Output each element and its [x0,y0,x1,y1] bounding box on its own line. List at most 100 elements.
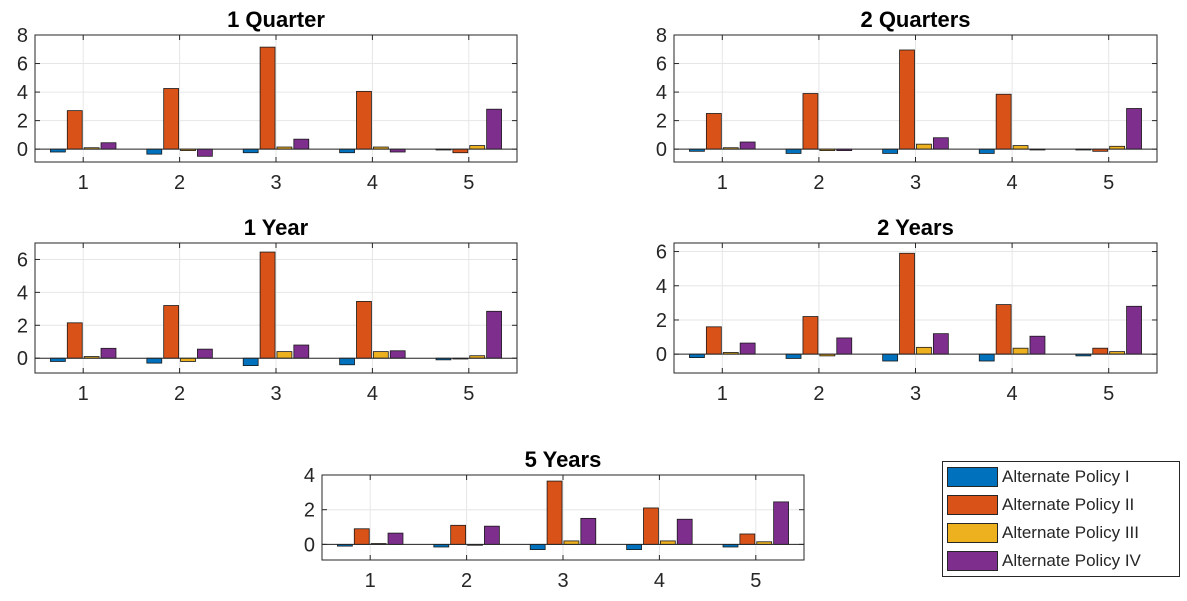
legend-label: Alternate Policy I [1002,467,1130,486]
x-tick-label: 4 [1007,172,1018,194]
bar-s4-c3 [293,344,310,359]
chart-panel-2: 0 2 4 6 8 1 2 3 4 5 2 Quarters [656,7,1158,194]
bar-s4-c2 [197,148,213,157]
legend-item-policy-3: Alternate Policy III [947,521,1139,545]
legend-swatch [947,523,998,543]
bar-s2-c1 [353,528,370,545]
bar-s2-c5 [452,148,469,154]
x-tick-label: 5 [1103,172,1114,194]
bar-s4-c3 [932,333,949,355]
bar-s1-c3 [529,543,546,550]
x-tick-label: 2 [461,570,472,592]
bar-s2-c4 [356,301,372,359]
bar-s4-c5 [1126,108,1142,150]
y-tick-label: 6 [656,242,667,264]
bar-s2-c5 [1092,347,1109,355]
y-tick-label: 4 [656,276,667,298]
bar-s4-c4 [676,518,693,545]
bar-s3-c4 [372,351,389,359]
bar-s1-c2 [146,357,163,364]
y-tick-label: 6 [656,54,667,76]
bar-s1-c4 [978,148,995,154]
legend-label: Alternate Policy III [1002,523,1140,542]
bar-s4-c5 [1126,305,1142,355]
y-tick-label: 2 [17,315,28,337]
x-tick-label: 3 [910,172,921,194]
legend-swatch [947,467,998,487]
bar-s1-c2 [785,353,802,359]
bar-s2-c3 [899,252,915,355]
bar-s2-c3 [259,251,276,359]
y-tick-label: 6 [17,54,28,76]
bar-s2-c2 [163,88,180,150]
x-tick-label: 2 [174,172,185,194]
chart-title: 2 Quarters [860,7,970,32]
y-tick-label: 6 [17,249,28,271]
bar-s2-c2 [802,93,819,150]
x-tick-label: 5 [463,383,474,405]
bar-s3-c3 [563,540,580,545]
bar-s4-c1 [739,141,756,150]
bar-s2-c3 [546,480,563,545]
x-tick-label: 1 [78,383,89,405]
y-tick-label: 4 [304,465,315,487]
bar-s1-c3 [242,148,259,154]
x-tick-label: 4 [1007,383,1018,405]
x-tick-label: 3 [910,383,921,405]
bar-s2-c3 [259,46,276,150]
bar-s3-c3 [916,346,932,355]
bar-s1-c4 [626,543,642,550]
bar-s1-c1 [689,353,705,358]
bar-s3-c5 [469,145,486,150]
y-tick-label: 2 [304,500,315,522]
bar-s2-c2 [163,305,180,359]
x-tick-label: 5 [750,570,761,592]
y-tick-label: 2 [17,111,28,133]
legend-item-policy-2: Alternate Policy II [947,493,1134,517]
chart-panel-4: 0 2 4 6 1 2 3 4 5 2 Years [656,215,1158,405]
bar-s1-c4 [339,357,355,366]
legend: Alternate Policy I Alternate Policy II A… [942,461,1180,577]
x-tick-label: 1 [365,570,376,592]
bar-s4-c4 [389,350,406,359]
bar-s3-c4 [659,540,676,545]
bar-s4-c2 [197,348,213,359]
chart-panel-3: 0 2 4 6 1 2 3 4 5 1 Year [17,215,518,405]
bar-s4-c2 [484,525,500,545]
x-tick-label: 5 [1103,383,1114,405]
y-tick-label: 4 [17,282,28,304]
x-tick-label: 5 [463,172,474,194]
bar-s4-c1 [739,342,756,355]
y-tick-label: 0 [656,139,667,161]
bar-s4-c3 [580,517,597,545]
bar-s2-c5 [739,533,756,545]
bar-s1-c2 [785,148,802,154]
bar-s2-c3 [899,49,915,150]
y-tick-label: 4 [656,82,667,104]
x-tick-label: 3 [270,383,281,405]
bar-s2-c4 [995,93,1012,150]
bar-s4-c5 [486,310,502,359]
bar-s1-c3 [882,148,899,154]
bar-s4-c5 [486,108,502,150]
legend-label: Alternate Policy IV [1002,551,1141,570]
bar-s2-c1 [705,326,722,355]
y-tick-label: 0 [17,348,28,370]
x-tick-label: 3 [270,172,281,194]
y-tick-label: 0 [304,534,315,556]
bar-s3-c4 [1012,347,1029,355]
bar-s4-c1 [100,142,117,150]
legend-label: Alternate Policy II [1002,495,1135,514]
bar-s2-c2 [802,316,819,355]
chart-title: 1 Year [244,215,309,240]
y-tick-label: 8 [656,25,667,47]
bar-s1-c3 [882,353,899,362]
bar-s3-c3 [276,351,293,359]
bar-s1-c2 [146,148,163,155]
bar-s4-c3 [293,138,310,150]
y-tick-label: 8 [17,25,28,47]
y-tick-label: 2 [656,111,667,133]
y-tick-label: 2 [656,310,667,332]
bar-s1-c3 [242,357,259,367]
